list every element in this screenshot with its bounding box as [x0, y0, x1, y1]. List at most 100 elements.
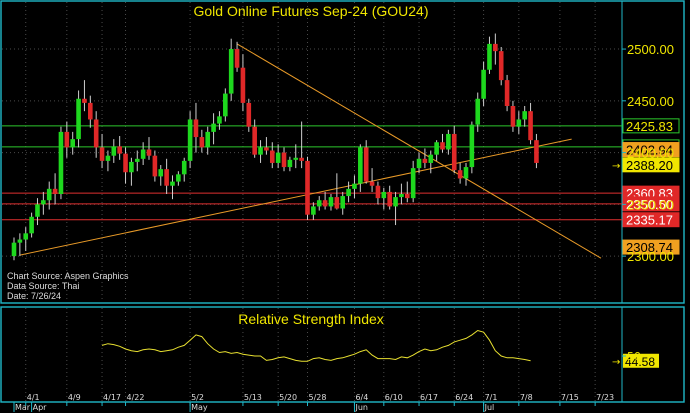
candle-body: [152, 155, 158, 177]
chart-title: Gold Online Futures Sep-24 (GOU24): [193, 3, 429, 19]
candle-body: [299, 157, 304, 161]
date-tick-label: 4/17: [103, 393, 121, 402]
candle-body: [76, 98, 81, 140]
candle-body: [217, 116, 222, 124]
candle-body: [393, 197, 398, 207]
candle-body: [252, 126, 257, 155]
candle-body: [428, 154, 434, 163]
candle-body: [23, 233, 29, 240]
candle-body: [211, 123, 216, 132]
rsi-last-arrow: →: [612, 357, 620, 368]
date-tick-label: 5/20: [279, 393, 297, 402]
date-tick-label: 6/24: [455, 393, 473, 402]
level-label-box: [622, 212, 680, 228]
candle-body: [340, 196, 346, 209]
candle-body: [311, 206, 316, 215]
candle-body: [269, 150, 275, 163]
candle-body: [457, 170, 463, 179]
trendline: [19, 138, 572, 256]
candle-body: [99, 147, 105, 161]
date-tick-label: 4/9: [68, 393, 81, 402]
date-tick-label: 7/8: [520, 393, 533, 402]
rsi-panel-frame: [0, 306, 685, 403]
candle-body: [281, 152, 287, 168]
rsi-line: [101, 329, 531, 362]
price-tick-label: 2500.00: [627, 42, 674, 57]
candle-body: [522, 111, 527, 120]
candle-body: [170, 181, 175, 186]
candle-body: [35, 204, 40, 217]
axis-layer: 2300.00 2350.00 2400.00 2450.00 2500.00 50 4/1…: [13, 42, 674, 412]
date-tick-label: 6/10: [385, 393, 403, 402]
date-tick-label: 5/13: [244, 393, 262, 402]
level-label-box: [622, 196, 680, 212]
candle-body: [41, 200, 46, 205]
candle-body: [516, 119, 522, 127]
candle-body: [93, 119, 99, 148]
candle-body: [240, 67, 246, 103]
level-label: 2425.83: [626, 119, 673, 134]
candle-body: [322, 200, 328, 207]
rsi-tick-label: 50: [627, 350, 641, 363]
level-label-box: [622, 157, 680, 173]
candle-body: [275, 152, 281, 163]
candle-body: [463, 167, 469, 179]
candle-body: [176, 174, 181, 182]
candle-body: [228, 49, 234, 94]
rsi-value-box: [623, 353, 659, 368]
candle-body: [264, 147, 269, 151]
candle-body: [117, 146, 122, 154]
candle-body: [416, 158, 422, 169]
candle-body: [193, 119, 199, 138]
month-label: Jun: [354, 403, 368, 412]
date-tick-label: 7/23: [596, 393, 614, 402]
candle-body: [534, 140, 539, 163]
month-label: Jul: [484, 403, 495, 412]
candle-body: [164, 169, 169, 186]
candle-body: [369, 181, 375, 186]
candle-layer: [11, 33, 539, 261]
date-tick-label: 7/15: [561, 393, 579, 402]
candle-body: [440, 142, 445, 150]
candle-body: [82, 98, 87, 103]
candle-body: [446, 133, 451, 150]
candle-body: [487, 43, 492, 70]
candle-body: [293, 157, 299, 160]
date-tick-label: 7/1: [485, 393, 498, 402]
rsi-value-label: 44.58: [625, 355, 655, 369]
candle-body: [305, 160, 310, 215]
candle-body: [129, 161, 134, 173]
candle-body: [334, 197, 340, 209]
level-label: 2402.94: [626, 143, 673, 158]
candle-body: [404, 194, 410, 199]
candle-body: [158, 169, 164, 177]
candle-body: [17, 239, 23, 243]
candle-body: [346, 188, 351, 197]
candle-body: [29, 216, 34, 234]
candle-body: [58, 131, 64, 194]
candle-body: [223, 93, 228, 117]
candle-body: [358, 147, 363, 184]
last-price-arrow: →: [612, 161, 620, 172]
candle-body: [123, 153, 128, 173]
candle-body: [181, 160, 187, 175]
candle-body: [381, 191, 387, 199]
candle-body: [328, 197, 334, 207]
price-tick-label: 2350.00: [627, 197, 674, 212]
candle-body: [528, 111, 533, 141]
candle-body: [410, 168, 416, 199]
candle-body: [475, 98, 481, 125]
candle-body: [316, 200, 322, 207]
date-tick-label: 6/17: [420, 393, 438, 402]
candle-body: [146, 149, 152, 156]
level-label: 2350.50: [626, 197, 673, 212]
candle-body: [140, 149, 146, 159]
candle-body: [64, 131, 70, 148]
candle-body: [451, 133, 457, 171]
price-tick-label: 2450.00: [627, 94, 674, 109]
candle-body: [504, 80, 510, 106]
date-tick-label: 5/2: [191, 393, 204, 402]
month-label: Apr: [33, 403, 48, 412]
trendline: [236, 43, 602, 259]
